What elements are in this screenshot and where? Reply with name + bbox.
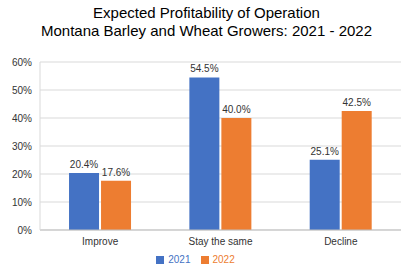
svg-text:54.5%: 54.5% xyxy=(190,63,218,74)
html-text:2022: 2022 xyxy=(212,254,235,265)
svg-text:17.6%: 17.6% xyxy=(102,167,130,178)
svg-text:40%: 40% xyxy=(12,113,32,124)
svg-text:25.1%: 25.1% xyxy=(311,146,339,157)
svg-text:50%: 50% xyxy=(12,85,32,96)
svg-text:10%: 10% xyxy=(12,197,32,208)
svg-text:Decline: Decline xyxy=(324,236,358,247)
svg-text:20%: 20% xyxy=(12,169,32,180)
svg-text:Improve: Improve xyxy=(82,236,119,247)
svg-text:60%: 60% xyxy=(12,57,32,68)
html-text:2021: 2021 xyxy=(168,254,191,265)
svg-text:Stay the same: Stay the same xyxy=(189,236,253,247)
html-text:Expected Profitability of Oper: Expected Profitability of Operation xyxy=(93,4,320,21)
html-text:Montana Barley and Wheat Growe: Montana Barley and Wheat Growers: 2021 -… xyxy=(41,22,372,39)
svg-text:0%: 0% xyxy=(18,225,33,236)
svg-text:30%: 30% xyxy=(12,141,32,152)
svg-text:42.5%: 42.5% xyxy=(343,97,371,108)
svg-text:40.0%: 40.0% xyxy=(222,104,250,115)
svg-text:20.4%: 20.4% xyxy=(70,159,98,170)
